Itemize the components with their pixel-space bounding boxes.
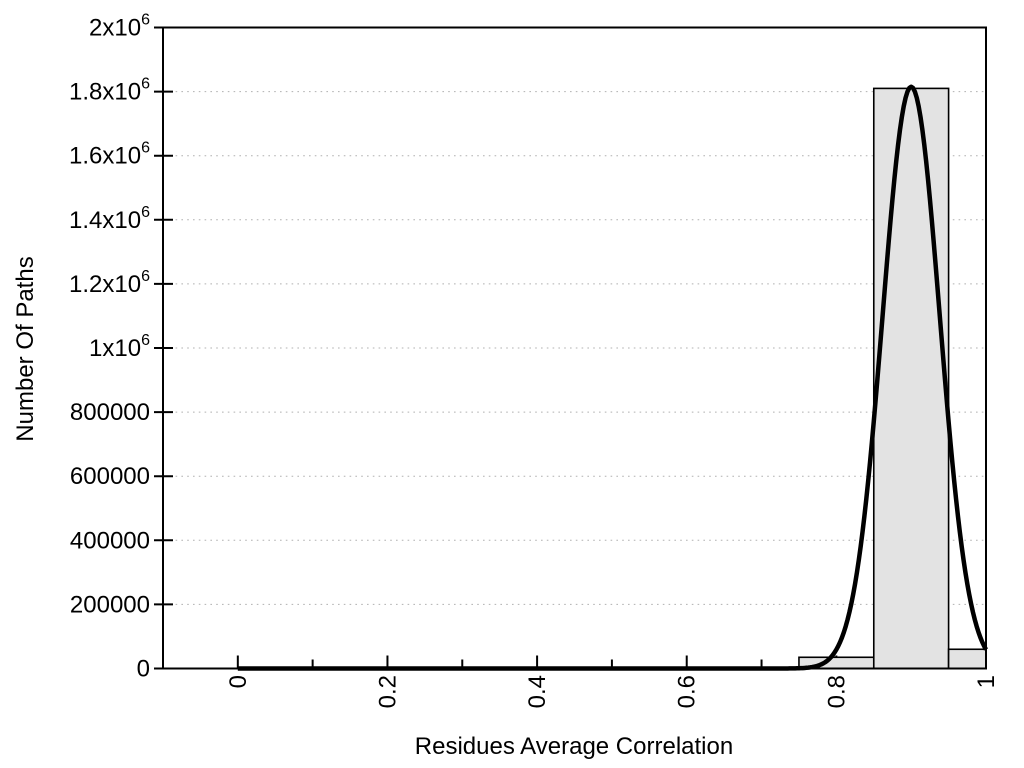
y-tick-label: 1.4x106 — [69, 204, 150, 234]
y-tick-label: 1.8x106 — [69, 76, 150, 106]
x-tick-label: 0.8 — [823, 675, 850, 708]
y-tick-label: 1x106 — [89, 332, 150, 362]
y-tick-label: 400000 — [70, 527, 150, 554]
x-tick-label: 1 — [973, 675, 1000, 688]
x-tick-label: 0.4 — [524, 675, 551, 708]
y-tick-label: 800000 — [70, 399, 150, 426]
x-tick-label: 0.2 — [375, 675, 402, 708]
y-tick-label: 200000 — [70, 591, 150, 618]
y-tick-label: 0 — [137, 656, 150, 683]
y-tick-label: 600000 — [70, 463, 150, 490]
y-tick-label: 1.2x106 — [69, 268, 150, 298]
x-tick-label: 0 — [225, 675, 252, 688]
plot-generated-layer: 0 200000 400000 600000 800000 1x106 1.2x106 1.4… — [69, 12, 1000, 709]
y-axis-title: Number Of Paths — [12, 256, 39, 441]
x-tick-label: 0.6 — [674, 675, 701, 708]
x-axis-title: Residues Average Correlation — [415, 733, 733, 760]
histogram-bar — [872, 87, 950, 670]
y-tick-label: 2x106 — [89, 12, 150, 42]
histogram-bar — [947, 648, 987, 670]
fit-curve — [237, 84, 988, 671]
y-tick-label: 1.6x106 — [69, 140, 150, 170]
